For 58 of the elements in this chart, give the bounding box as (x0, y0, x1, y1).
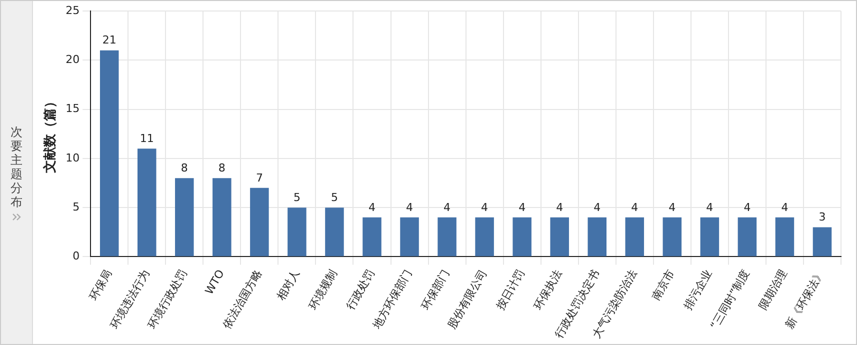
bar (212, 178, 232, 256)
data-label: 4 (556, 200, 564, 214)
data-label: 7 (256, 171, 263, 184)
bar (288, 208, 306, 256)
y-tick-label: 25 (66, 4, 80, 17)
text: 次要主题分布 (10, 124, 22, 208)
data-label: 5 (293, 190, 300, 204)
data-label: 4 (368, 200, 376, 214)
bar (475, 217, 494, 256)
bar (325, 208, 344, 256)
x-tick-label: 排污企业 (681, 267, 715, 312)
y-tick-label: 0 (72, 250, 80, 263)
x-tick-label: 环境规制 (306, 267, 340, 312)
bar (400, 217, 419, 256)
data-label: 4 (518, 200, 526, 214)
x-tick-label: 南京市 (649, 267, 678, 303)
bar (250, 188, 269, 256)
data-label: 4 (481, 200, 488, 214)
y-axis-title: 文献数（篇） (42, 94, 58, 174)
x-tick-label: 环保部门 (418, 267, 452, 312)
y-tick-label: 15 (66, 102, 80, 116)
bar (625, 217, 644, 256)
bar (550, 217, 569, 256)
x-tick-label: 行政处罚 (344, 267, 378, 312)
bar (662, 217, 682, 256)
x-tick-label: 限期治理 (756, 267, 790, 312)
y-tick-label: 10 (66, 151, 80, 164)
y-tick-label: 5 (72, 200, 80, 214)
bar (175, 178, 194, 256)
data-label: 8 (218, 161, 226, 174)
bar (362, 217, 382, 256)
bar (588, 217, 606, 256)
data-label: 5 (330, 190, 338, 204)
x-tick-label: 环保执法 (531, 267, 565, 312)
data-label: 21 (102, 34, 116, 47)
bar (700, 217, 720, 256)
data-label: 4 (668, 200, 676, 214)
data-label: 4 (706, 200, 714, 214)
y-tick-label: 20 (66, 53, 80, 66)
data-label: 3 (818, 210, 826, 224)
bar (100, 50, 119, 256)
x-tick-label: 环保局 (86, 267, 114, 303)
bar (512, 217, 532, 256)
x-tick-label: 按日计罚 (494, 267, 528, 312)
data-label: 4 (744, 200, 751, 214)
bar (812, 227, 832, 256)
data-label: 4 (594, 200, 601, 214)
bar (775, 217, 794, 256)
x-tick-label: 相对人 (274, 267, 302, 303)
bar (738, 217, 757, 256)
data-label: 8 (180, 161, 188, 174)
data-label: 4 (444, 200, 451, 214)
bar (138, 148, 156, 256)
data-label: 11 (140, 132, 154, 145)
data-label: 4 (406, 200, 414, 214)
bar (438, 217, 456, 256)
data-label: 4 (631, 200, 638, 214)
data-label: 4 (781, 200, 788, 214)
